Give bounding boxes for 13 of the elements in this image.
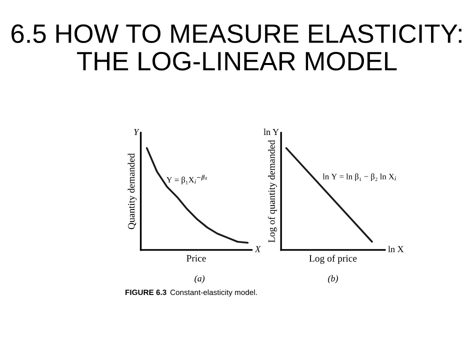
y-axis-title: Log of quantity demanded — [268, 140, 277, 242]
x-axis-title: Log of price — [309, 254, 357, 264]
chart-title: 6.5 HOW TO MEASURE ELASTICITY: THE LOG-LINEAR MODEL — [12, 24, 462, 71]
text: Y — [134, 129, 140, 135]
x-axis-title: Price — [186, 255, 206, 262]
text: (a) — [194, 275, 205, 284]
annotation: ln Y = ln β₁ − β₂ ln X$_{i}$ — [322, 173, 396, 182]
text: ln X — [388, 246, 404, 252]
text: X — [254, 246, 261, 252]
y-axis-title: Quantity demanded — [128, 153, 137, 230]
text: ln Y — [264, 128, 279, 135]
annotation: Y = β₁X$_{i}$$^{−β₂}$ — [166, 174, 207, 184]
text: (b) — [328, 275, 338, 284]
